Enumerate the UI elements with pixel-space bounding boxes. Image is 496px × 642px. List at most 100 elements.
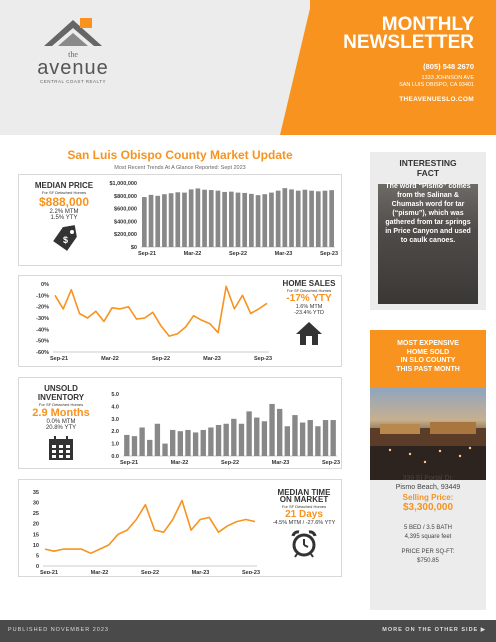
home-sales-x-tick-label: Sep-23 bbox=[254, 356, 272, 362]
office-address: 1333 JOHNSON AVE SAN LUIS OBISPO, CA 934… bbox=[399, 75, 474, 89]
home-sales-y-tick-label: -40% bbox=[36, 327, 49, 333]
home-sales-chart: 0% -10% -20% -30% -40% -50% -60%Sep-21 Mar-22 Se… bbox=[36, 282, 272, 362]
home-address-line2: Pismo Beach, 93449 bbox=[395, 484, 461, 491]
unsold-inventory-bar bbox=[177, 431, 183, 456]
median-time-y-tick-label: 0 bbox=[36, 564, 39, 570]
unsold-inventory-y-tick-label: 5.0 bbox=[111, 392, 119, 398]
home-sales-y-tick-label: -10% bbox=[36, 293, 49, 299]
unsold-inventory-x-tick-label: Mar-23 bbox=[272, 460, 290, 466]
fact-title-line1: INTERESTING bbox=[399, 158, 457, 168]
unsold-inventory-bar bbox=[292, 415, 298, 456]
unsold-inventory-y-tick-label: 3.0 bbox=[111, 417, 119, 423]
unsold-inventory-x-tick-label: Sep-21 bbox=[120, 460, 138, 466]
square-feet: 4,395 square feet bbox=[404, 534, 452, 540]
heading-line2: HOME SOLD bbox=[406, 348, 450, 356]
published-date: PUBLISHED NOVEMBER 2023 bbox=[8, 627, 109, 633]
home-sales-y-tick-label: 0% bbox=[41, 282, 49, 288]
median-price-bar bbox=[188, 189, 194, 247]
median-time-sub: For SF Detached Homes bbox=[281, 504, 327, 509]
home-sales-y-tick-label: -20% bbox=[36, 305, 49, 311]
median-price-sub: For SF Detached Homes bbox=[41, 190, 87, 195]
unsold-inventory-x-tick-label: Sep-23 bbox=[322, 460, 340, 466]
website-link[interactable]: THEAVENUESLO.COM bbox=[399, 96, 474, 103]
most-expensive-heading: MOST EXPENSIVE HOME SOLD IN SLO COUNTY T… bbox=[370, 330, 486, 388]
median-price-bar bbox=[302, 189, 308, 247]
unsold-inventory-bar bbox=[254, 417, 260, 456]
unsold-inventory-stats: UNSOLD INVENTORY For SF Detached Homes 2… bbox=[21, 384, 101, 466]
home-details: 5 BED / 3.5 BATH 4,395 square feet bbox=[370, 524, 486, 542]
footer-bar: PUBLISHED NOVEMBER 2023 MORE ON THE OTHE… bbox=[0, 620, 496, 642]
unsold-inventory-bar bbox=[124, 434, 130, 456]
home-address-line1: 339 El Portal Dr. bbox=[402, 475, 454, 482]
median-price-bar bbox=[208, 190, 214, 247]
unsold-inventory-bar bbox=[131, 436, 138, 456]
median-price-bar bbox=[148, 194, 154, 247]
page-subtitle: Most Recent Trends At A Glance Reported:… bbox=[114, 165, 246, 171]
unsold-inventory-y-tick-label: 1.0 bbox=[111, 442, 119, 448]
median-price-bar bbox=[295, 190, 301, 247]
home-sales-x-tick-label: Mar-22 bbox=[101, 356, 119, 362]
median-price-bar bbox=[202, 189, 207, 247]
unsold-inventory-bar bbox=[238, 423, 245, 456]
unsold-inventory-bar bbox=[139, 427, 145, 456]
median-price-x-tick-label: Mar-23 bbox=[275, 251, 293, 257]
median-price-y-tick-label: $400,000 bbox=[114, 219, 137, 225]
median-price-x-tick-label: Sep-23 bbox=[320, 251, 338, 257]
address-line1: 1333 JOHNSON AVE bbox=[421, 75, 474, 81]
median-price-bar bbox=[315, 191, 321, 247]
logo[interactable]: the avenue CENTRAL COAST REALTY bbox=[28, 16, 118, 84]
median-price-bar bbox=[282, 188, 288, 247]
home-sales-y-tick-label: -60% bbox=[36, 350, 49, 356]
median-price-bar bbox=[269, 192, 274, 247]
median-price-x-tick-label: Sep-21 bbox=[138, 251, 156, 257]
house-icon bbox=[296, 322, 322, 345]
median-price-bar bbox=[168, 193, 174, 247]
median-price-bar bbox=[309, 190, 314, 247]
median-price-y-tick-label: $1,000,000 bbox=[109, 181, 137, 187]
selling-price: Selling Price: $3,300,000 bbox=[370, 493, 486, 513]
home-sales-value: -17% YTY bbox=[286, 293, 332, 304]
home-sales-x-tick-label: Mar-23 bbox=[203, 356, 221, 362]
newsletter-title-line1: MONTHLY bbox=[381, 14, 474, 35]
median-time-y-tick-label: 25 bbox=[33, 511, 39, 517]
median-time-y-tick-label: 5 bbox=[36, 553, 39, 559]
unsold-inventory-bar bbox=[223, 423, 229, 456]
median-time-stats: MEDIAN TIME ON MARKET For SF Detached Ho… bbox=[267, 488, 341, 563]
unsold-inventory-bar bbox=[147, 439, 153, 456]
heading-line1: MOST EXPENSIVE bbox=[397, 340, 459, 347]
unsold-inventory-chart: 0.0 1.0 2.0 3.0 4.0 5.0 Sep-21 Mar-22 Sep-22 Mar-… bbox=[111, 392, 340, 466]
median-price-bar bbox=[182, 192, 187, 247]
logo-the: the bbox=[68, 50, 78, 59]
home-photo[interactable] bbox=[370, 388, 486, 480]
address-line2: SAN LUIS OBISPO, CA 93401 bbox=[399, 82, 474, 88]
more-other-side-link[interactable]: MORE ON THE OTHER SIDE ▶ bbox=[382, 627, 486, 633]
unsold-inventory-y-tick-label: 2.0 bbox=[111, 429, 119, 435]
unsold-inventory-bar bbox=[299, 422, 306, 456]
unsold-inventory-value: 2.9 Months bbox=[32, 407, 90, 419]
median-price-value: $888,000 bbox=[38, 195, 90, 209]
unsold-inventory-bar bbox=[185, 429, 191, 456]
median-price-bar bbox=[228, 191, 234, 247]
phone-number[interactable]: (805) 548 2670 bbox=[423, 62, 474, 71]
median-price-y-tick-label: $200,000 bbox=[114, 232, 137, 238]
unsold-inventory-mtm: 0.0% MTM bbox=[46, 419, 76, 425]
home-sales-y-tick-label: -30% bbox=[36, 316, 49, 322]
fact-background-image bbox=[378, 184, 478, 304]
home-sales-label: HOME SALES bbox=[282, 279, 336, 288]
most-expensive-home-box: MOST EXPENSIVE HOME SOLD IN SLO COUNTY T… bbox=[370, 330, 486, 610]
home-sales-x-tick-label: Sep-21 bbox=[50, 356, 68, 362]
unsold-inventory-bar bbox=[322, 420, 329, 456]
median-price-label: MEDIAN PRICE bbox=[34, 181, 94, 190]
logo-name: avenue bbox=[37, 57, 109, 79]
unsold-inventory-yty: 20.8% YTY bbox=[45, 425, 77, 431]
median-price-bar bbox=[289, 189, 294, 247]
unsold-inventory-label: UNSOLD INVENTORY bbox=[37, 384, 85, 402]
median-price-bar bbox=[242, 192, 248, 247]
calendar-icon bbox=[49, 436, 73, 460]
newsletter-title: MONTHLY NEWSLETTER bbox=[343, 14, 474, 53]
newsletter-title-line2: NEWSLETTER bbox=[343, 32, 474, 53]
home-sales-stats: HOME SALES For SF Detached Homes -17% YT… bbox=[277, 279, 341, 351]
heading-line4: THIS PAST MONTH bbox=[396, 365, 460, 373]
selling-price-value: $3,300,000 bbox=[402, 502, 454, 513]
median-price-bar bbox=[255, 195, 261, 247]
